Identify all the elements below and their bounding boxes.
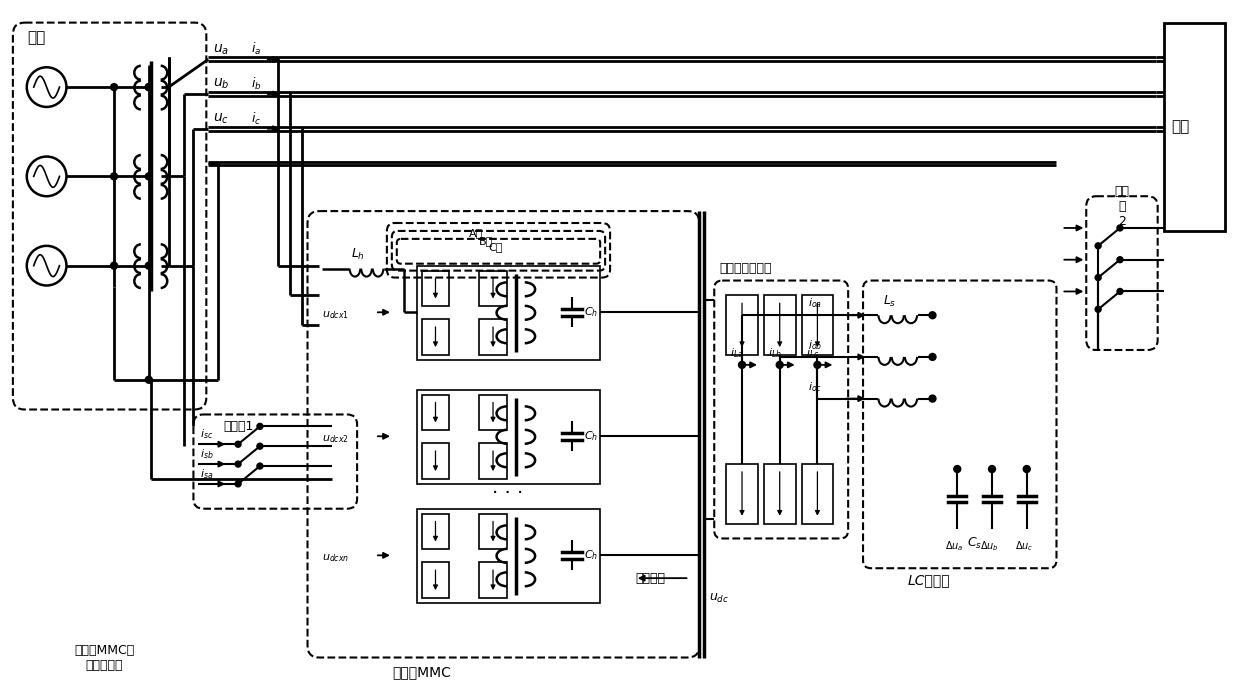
Bar <box>479 271 507 306</box>
Text: 单星型MMC: 单星型MMC <box>392 665 450 679</box>
Text: $i_a$: $i_a$ <box>250 41 262 58</box>
Circle shape <box>257 443 263 449</box>
Circle shape <box>929 354 936 361</box>
Circle shape <box>1023 466 1030 473</box>
Text: $u_{dcx2}$: $u_{dcx2}$ <box>322 434 350 445</box>
Bar <box>801 464 833 523</box>
Circle shape <box>257 463 263 469</box>
Bar <box>422 562 449 598</box>
Circle shape <box>145 173 153 180</box>
Bar <box>417 266 600 360</box>
Text: $u_b$: $u_b$ <box>213 77 229 91</box>
Text: $u_{dcxn}$: $u_{dcxn}$ <box>322 553 350 564</box>
Text: $\Delta u_a$: $\Delta u_a$ <box>945 539 963 553</box>
Text: A相: A相 <box>469 228 484 238</box>
Text: $u_a$: $u_a$ <box>213 42 229 56</box>
Circle shape <box>1117 225 1123 231</box>
Bar <box>422 443 449 479</box>
Text: $u_{dc}$: $u_{dc}$ <box>709 592 729 605</box>
Text: $i_{oa}$: $i_{oa}$ <box>808 296 822 310</box>
Bar <box>727 295 758 355</box>
Circle shape <box>739 361 745 368</box>
Text: C相: C相 <box>489 242 503 252</box>
Text: . . .: . . . <box>492 478 523 498</box>
Circle shape <box>257 423 263 429</box>
Circle shape <box>145 84 153 90</box>
Circle shape <box>236 441 241 448</box>
Bar <box>479 443 507 479</box>
Bar <box>764 295 796 355</box>
Circle shape <box>145 262 153 269</box>
Bar <box>422 395 449 430</box>
Circle shape <box>954 466 961 473</box>
Circle shape <box>776 361 784 368</box>
Bar <box>422 271 449 306</box>
Text: $i_c$: $i_c$ <box>250 111 262 127</box>
Circle shape <box>145 377 153 383</box>
Circle shape <box>110 173 118 180</box>
Text: $i_{La}$: $i_{La}$ <box>730 346 744 360</box>
Text: 电网: 电网 <box>27 30 45 45</box>
Text: $L_h$: $L_h$ <box>351 247 365 262</box>
Text: $C_s$: $C_s$ <box>967 536 982 551</box>
Circle shape <box>1117 257 1123 262</box>
Text: $i_{Lb}$: $i_{Lb}$ <box>768 346 781 360</box>
Bar <box>764 464 796 523</box>
Circle shape <box>145 84 153 90</box>
Text: 三相全桥逆变器: 三相全桥逆变器 <box>719 262 771 275</box>
Text: $C_h$: $C_h$ <box>584 306 599 319</box>
Circle shape <box>1095 243 1101 248</box>
Text: B相: B相 <box>479 236 494 246</box>
Circle shape <box>236 481 241 487</box>
Circle shape <box>1117 288 1123 294</box>
Circle shape <box>929 395 936 402</box>
Text: $i_{sc}$: $i_{sc}$ <box>201 427 213 441</box>
Circle shape <box>1095 275 1101 280</box>
Circle shape <box>1095 306 1101 313</box>
Text: 直流母线: 直流母线 <box>635 571 665 585</box>
Text: $\Delta u_b$: $\Delta u_b$ <box>980 539 999 553</box>
Text: $u_c$: $u_c$ <box>213 111 229 126</box>
Circle shape <box>813 361 821 368</box>
Text: $\Delta u_c$: $\Delta u_c$ <box>1014 539 1033 553</box>
Bar <box>801 295 833 355</box>
Text: $i_b$: $i_b$ <box>250 76 262 92</box>
Text: 单星型MMC混
合型变压器: 单星型MMC混 合型变压器 <box>74 644 134 672</box>
Circle shape <box>110 84 118 90</box>
Bar <box>422 319 449 355</box>
Text: 接触
器
2: 接触 器 2 <box>1115 184 1130 228</box>
Circle shape <box>110 262 118 269</box>
Text: LC滤波器: LC滤波器 <box>908 573 950 587</box>
Circle shape <box>236 461 241 467</box>
Bar <box>417 390 600 484</box>
Text: $i_{sa}$: $i_{sa}$ <box>201 467 213 481</box>
Bar <box>422 514 449 549</box>
Text: $L_s$: $L_s$ <box>883 294 897 309</box>
Text: $C_h$: $C_h$ <box>584 429 599 443</box>
Circle shape <box>929 312 936 319</box>
Text: $i_{oc}$: $i_{oc}$ <box>808 380 822 394</box>
Bar <box>727 464 758 523</box>
Bar <box>479 395 507 430</box>
Bar <box>479 562 507 598</box>
Text: 接触器1: 接触器1 <box>223 420 253 433</box>
Text: $C_h$: $C_h$ <box>584 548 599 562</box>
Bar <box>1163 22 1225 231</box>
Text: $i_{sb}$: $i_{sb}$ <box>201 448 215 461</box>
Text: $u_{dcx1}$: $u_{dcx1}$ <box>322 309 350 321</box>
Bar <box>479 319 507 355</box>
Text: $i_{ob}$: $i_{ob}$ <box>808 338 823 352</box>
Text: $i_{Lc}$: $i_{Lc}$ <box>806 346 820 360</box>
Bar <box>479 514 507 549</box>
Circle shape <box>988 466 996 473</box>
Text: 电网: 电网 <box>1172 119 1190 134</box>
Bar <box>417 509 600 603</box>
